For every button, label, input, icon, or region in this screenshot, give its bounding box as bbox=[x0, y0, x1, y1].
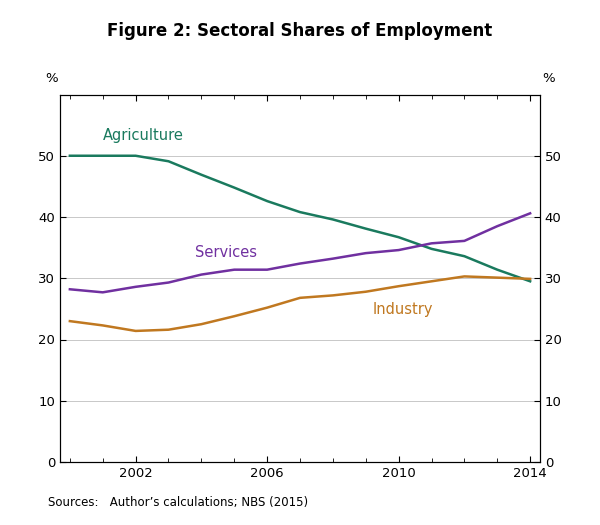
Text: Agriculture: Agriculture bbox=[103, 129, 184, 143]
Text: %: % bbox=[45, 72, 58, 86]
Text: Services: Services bbox=[195, 245, 257, 260]
Text: Industry: Industry bbox=[373, 302, 433, 317]
Text: %: % bbox=[542, 72, 555, 86]
Text: Sources:   Author’s calculations; NBS (2015): Sources: Author’s calculations; NBS (201… bbox=[48, 496, 308, 509]
Text: Figure 2: Sectoral Shares of Employment: Figure 2: Sectoral Shares of Employment bbox=[107, 23, 493, 40]
